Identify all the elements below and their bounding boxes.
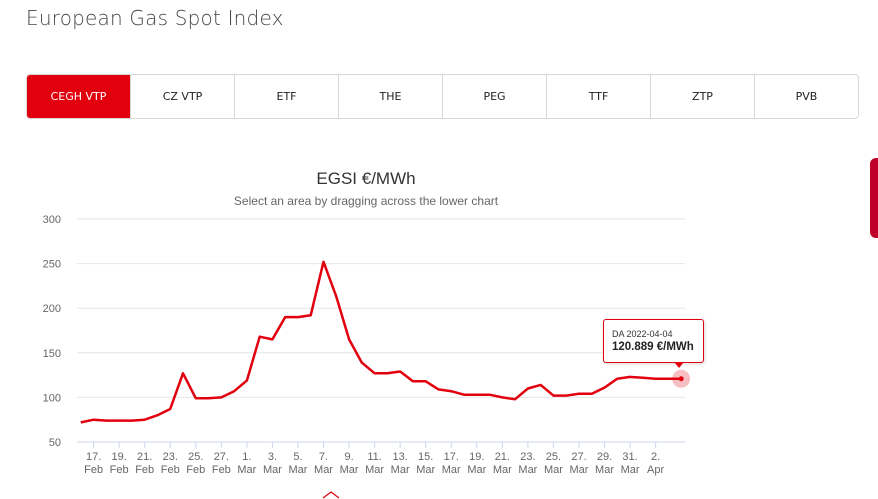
x-tick-label: 25. Feb	[186, 451, 205, 476]
x-tick-label: 5. Mar	[288, 451, 307, 476]
navigator-handle-icon[interactable]	[322, 491, 340, 499]
tab-peg[interactable]: PEG	[443, 75, 547, 118]
x-tick-label: 7. Mar	[314, 451, 333, 476]
chart-tooltip: DA 2022-04-04 120.889 €/MWh	[603, 319, 704, 363]
x-tick-label: 27. Mar	[570, 451, 589, 476]
chart-subtitle: Select an area by dragging across the lo…	[233, 194, 499, 208]
tab-pvb[interactable]: PVB	[795, 90, 818, 103]
y-tick-label: 300	[43, 214, 61, 226]
y-tick-label: 250	[43, 259, 61, 271]
y-tick-label: 150	[43, 348, 61, 360]
hover-point[interactable]	[678, 376, 684, 382]
x-tick-label: 17. Feb	[84, 451, 103, 476]
x-tick-label: 19. Mar	[467, 451, 486, 476]
tab-etf[interactable]: ETF	[235, 75, 339, 118]
side-panel-handle[interactable]	[870, 158, 878, 238]
page-title: European Gas Spot Index	[26, 6, 284, 30]
x-tick-label: 17. Mar	[442, 451, 461, 476]
tab-ztp[interactable]: ZTP	[651, 75, 755, 118]
tooltip-value: 120.889 €/MWh	[612, 341, 694, 353]
x-tick-label: 23. Mar	[518, 451, 537, 476]
x-tick-label: 2. Apr	[647, 451, 664, 476]
tooltip-date: DA 2022-04-04	[612, 329, 673, 339]
tab-ttf[interactable]: TTF	[547, 75, 651, 118]
x-tick-label: 31. Mar	[621, 451, 640, 476]
x-tick-label: 21. Feb	[135, 451, 154, 476]
y-tick-label: 100	[43, 392, 61, 404]
tooltip-arrow-icon	[674, 362, 684, 368]
x-tick-label: 3. Mar	[263, 451, 282, 476]
x-tick-label: 25. Mar	[544, 451, 563, 476]
tab-cz-vtp[interactable]: CZ VTP	[131, 75, 235, 118]
x-tick-label: 11. Mar	[365, 451, 384, 476]
tab-the[interactable]: THE	[339, 75, 443, 118]
x-tick-label: 9. Mar	[340, 451, 359, 476]
series-line[interactable]	[80, 260, 682, 424]
x-tick-label: 29. Mar	[595, 451, 614, 476]
x-tick-label: 23. Feb	[161, 451, 180, 476]
x-tick-label: 19. Feb	[110, 451, 129, 476]
x-tick-label: 27. Feb	[212, 451, 231, 476]
tab-cegh-vtp[interactable]: CEGH VTP	[27, 75, 131, 118]
hub-tabs: CEGH VTP CZ VTP ETF THE PEG TTF ZTP PVB	[26, 74, 859, 119]
x-tick-label: 15. Mar	[416, 451, 435, 476]
x-tick-label: 21. Mar	[493, 451, 512, 476]
x-tick-label: 1. Mar	[237, 451, 256, 476]
x-tick-label: 13. Mar	[391, 451, 410, 476]
y-tick-label: 50	[49, 437, 61, 449]
chart-title: EGSI €/MWh	[316, 169, 416, 188]
y-tick-label: 200	[43, 303, 61, 315]
